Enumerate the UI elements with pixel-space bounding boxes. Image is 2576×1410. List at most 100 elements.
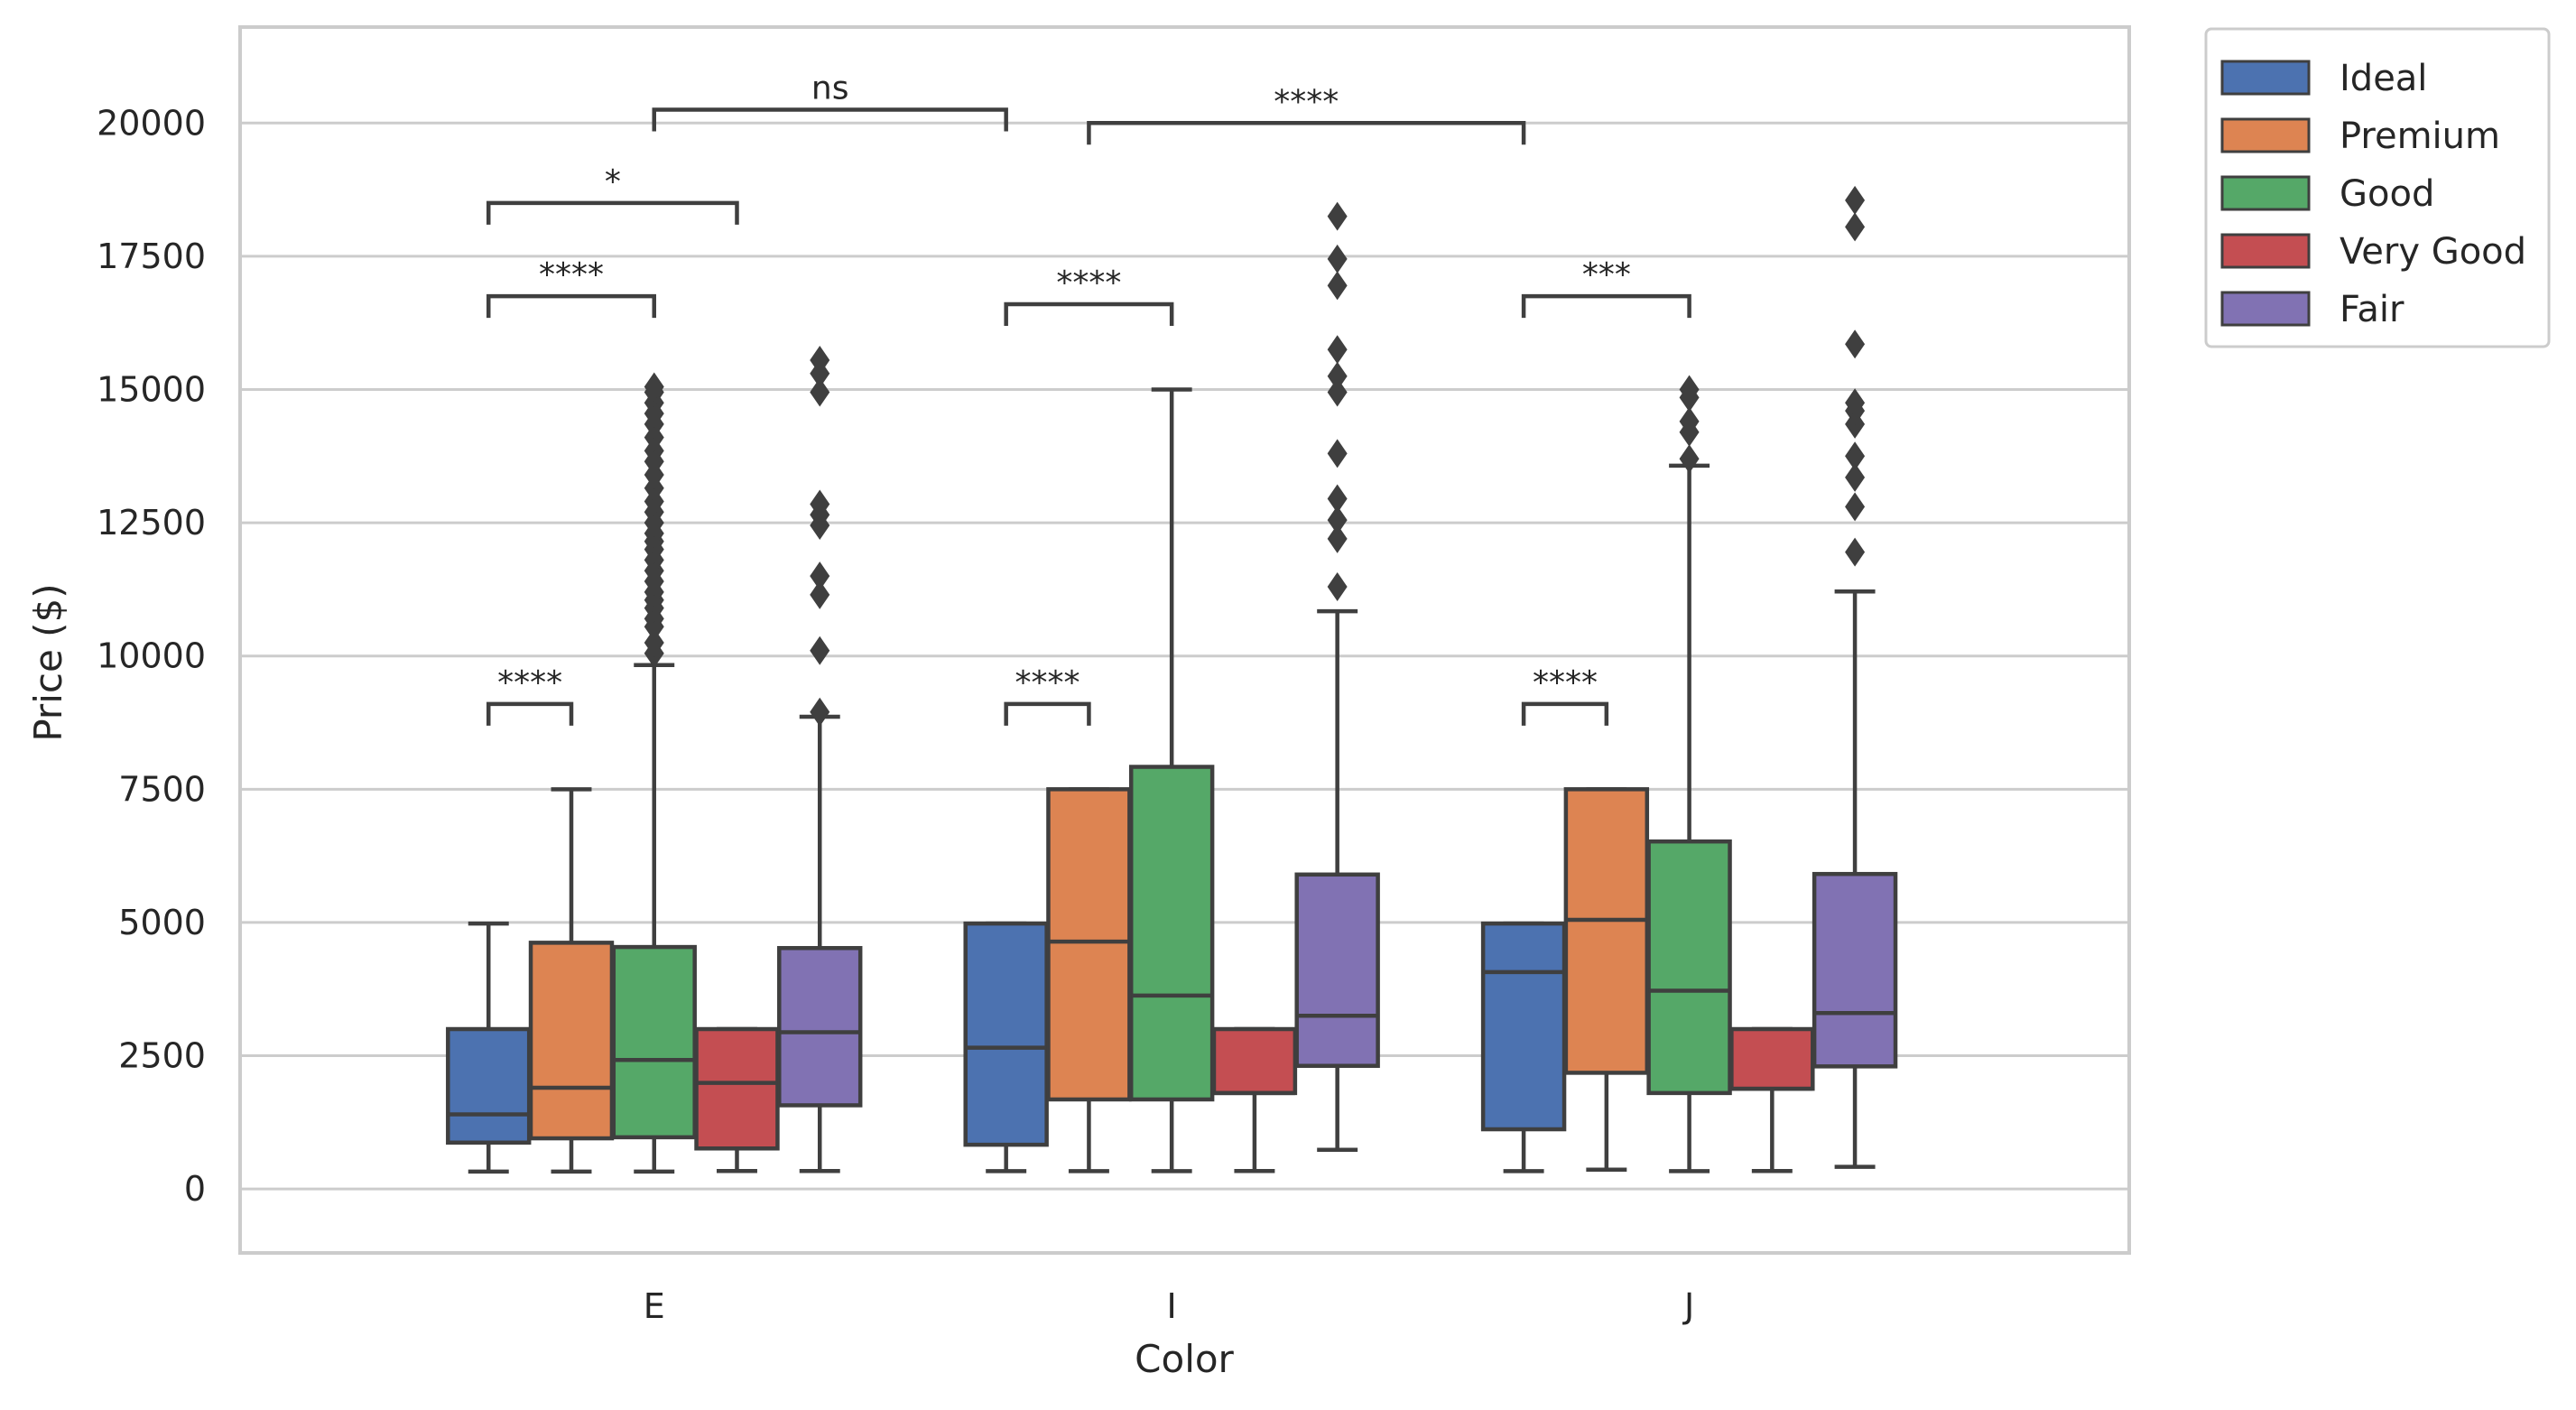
- outlier-point: [1845, 185, 1866, 215]
- outlier-point: [1327, 335, 1348, 365]
- box-i-ideal: [963, 921, 1049, 1173]
- outlier-point: [1327, 506, 1348, 535]
- box-j-good: [1646, 375, 1732, 1173]
- legend-label: Premium: [2340, 116, 2500, 157]
- outlier-point: [1327, 484, 1348, 514]
- significance-label: ****: [539, 256, 604, 293]
- box-iqr: [777, 946, 863, 1108]
- box-iqr: [963, 921, 1049, 1147]
- legend-item-good: Good: [2220, 173, 2434, 215]
- outlier-point: [1679, 375, 1700, 404]
- bracket-line: [1087, 121, 1526, 145]
- y-tick-label-20000: 20000: [97, 103, 206, 143]
- significance-bracket: ****: [1004, 264, 1174, 327]
- box-i-very-good: [1211, 1026, 1298, 1173]
- bracket-line: [1521, 701, 1609, 726]
- box-j-premium: [1563, 787, 1650, 1172]
- y-tick-label-0: 0: [184, 1169, 206, 1209]
- outlier-point: [1327, 361, 1348, 391]
- legend-item-very-good: Very Good: [2220, 231, 2526, 273]
- significance-label: *: [605, 163, 621, 200]
- outlier-point: [810, 635, 830, 665]
- legend-item-premium: Premium: [2220, 116, 2500, 157]
- outlier-point: [1327, 377, 1348, 407]
- y-axis-title: Price ($): [26, 583, 70, 741]
- outlier-point: [1327, 439, 1348, 468]
- significance-label: ****: [497, 664, 562, 701]
- box-iqr: [1480, 921, 1567, 1132]
- legend-swatch: [2220, 175, 2311, 211]
- box-iqr: [1046, 787, 1132, 1102]
- box-iqr: [1812, 871, 1898, 1069]
- significance-bracket: ****: [1521, 664, 1609, 726]
- legend-label: Ideal: [2340, 58, 2427, 99]
- significance-label: ****: [1274, 83, 1339, 120]
- outlier-point: [1845, 329, 1866, 359]
- box-iqr: [1211, 1026, 1298, 1096]
- box-iqr: [1563, 787, 1650, 1075]
- bracket-line: [652, 107, 1008, 132]
- outlier-point: [644, 372, 664, 402]
- outlier-point: [1845, 462, 1866, 492]
- legend-label: Very Good: [2340, 231, 2526, 273]
- legend-item-ideal: Ideal: [2220, 58, 2427, 99]
- box-e-fair: [777, 346, 863, 1173]
- legend-label: Fair: [2340, 289, 2405, 330]
- legend-label: Good: [2340, 173, 2434, 215]
- box-e-very-good: [694, 1026, 780, 1173]
- significance-bracket: ns: [652, 70, 1008, 132]
- y-tick-label-10000: 10000: [97, 636, 206, 676]
- y-tick-label-17500: 17500: [97, 237, 206, 276]
- significance-label: ****: [1056, 264, 1121, 301]
- box-iqr: [694, 1026, 780, 1151]
- outlier-point: [1327, 201, 1348, 231]
- legend-swatch: [2220, 117, 2311, 153]
- outlier-point: [644, 627, 664, 657]
- box-j-fair: [1812, 185, 1898, 1169]
- box-i-premium: [1046, 787, 1132, 1173]
- box-iqr: [446, 1026, 532, 1146]
- significance-bracket: *: [486, 163, 739, 225]
- box-iqr: [611, 944, 697, 1140]
- significance-label: ns: [811, 70, 849, 107]
- significance-label: ****: [1533, 664, 1598, 701]
- outlier-point: [810, 377, 830, 407]
- x-axis-title: Color: [1135, 1337, 1234, 1381]
- outlier-point: [1845, 212, 1866, 242]
- legend: Ideal Premium Good Very Good Fair: [2204, 27, 2551, 348]
- outlier-point: [1327, 244, 1348, 274]
- box-iqr: [1646, 839, 1732, 1096]
- x-tick-label-i: I: [1167, 1286, 1177, 1326]
- x-tick-label-j: J: [1682, 1286, 1694, 1326]
- bracket-line: [1004, 301, 1174, 327]
- outlier-point: [1845, 441, 1866, 471]
- box-i-good: [1128, 387, 1215, 1173]
- outlier-point: [1679, 406, 1700, 436]
- significance-bracket: ****: [486, 256, 656, 319]
- outlier-point: [1327, 571, 1348, 601]
- outlier-point: [810, 561, 830, 591]
- significance-label: ***: [1582, 256, 1631, 293]
- plot-frame: [238, 25, 2131, 1255]
- box-e-ideal: [446, 921, 532, 1174]
- bracket-line: [486, 701, 574, 726]
- legend-swatch: [2220, 60, 2311, 96]
- outlier-point: [1845, 537, 1866, 567]
- box-j-ideal: [1480, 921, 1567, 1173]
- y-tick-label-5000: 5000: [118, 903, 206, 942]
- box-e-good: [611, 372, 697, 1174]
- significance-label: ****: [1015, 664, 1080, 701]
- box-j-very-good: [1729, 1026, 1815, 1173]
- outlier-point: [810, 697, 830, 727]
- outlier-point: [810, 580, 830, 609]
- bracket-line: [1521, 293, 1691, 319]
- y-tick-label-15000: 15000: [97, 369, 206, 409]
- y-tick-label-12500: 12500: [97, 503, 206, 543]
- bracket-line: [486, 293, 656, 319]
- box-iqr: [1294, 872, 1380, 1069]
- box-iqr: [1128, 765, 1215, 1102]
- x-tick-label-e: E: [644, 1286, 665, 1326]
- legend-swatch: [2220, 291, 2311, 327]
